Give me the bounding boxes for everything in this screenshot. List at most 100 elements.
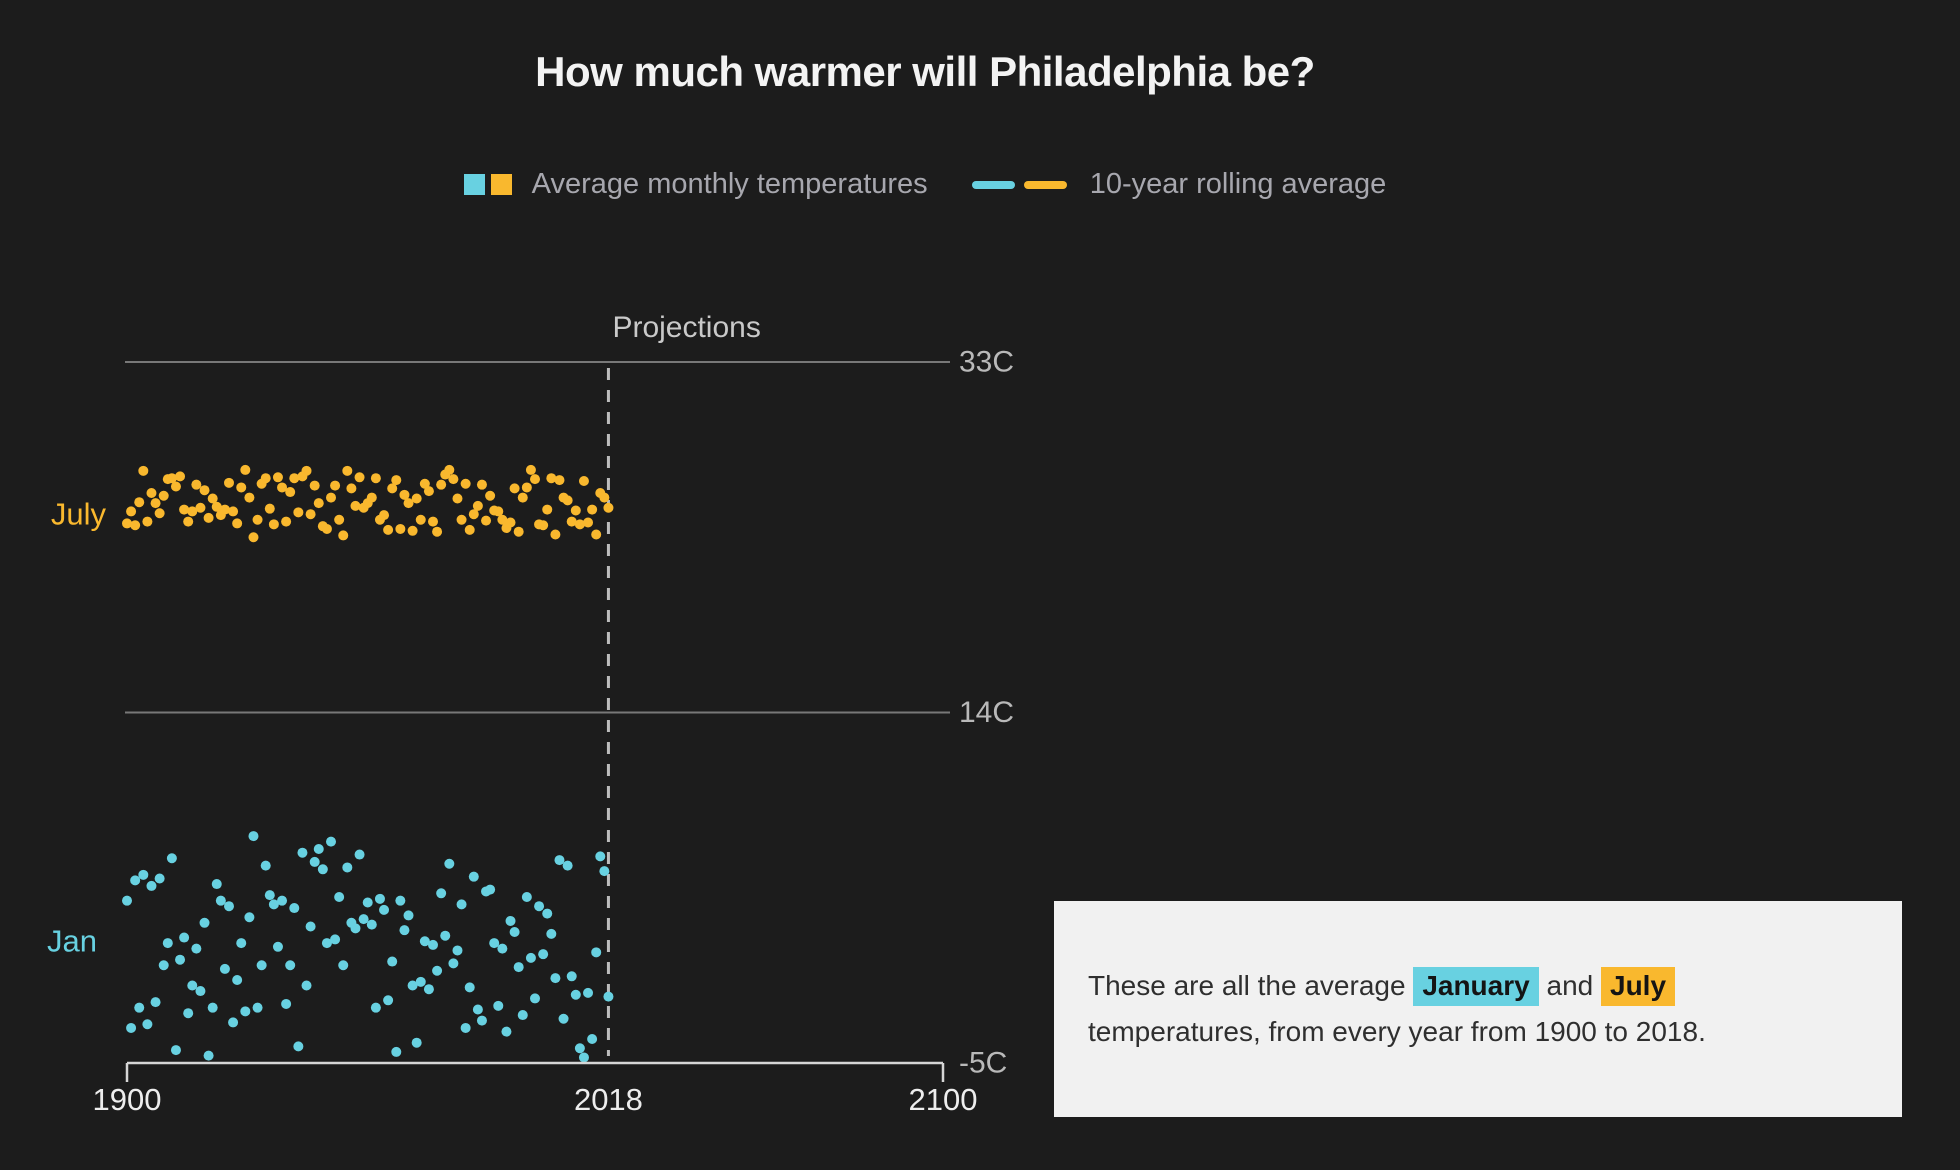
july-point — [428, 516, 438, 527]
jan-point — [224, 901, 234, 912]
july-point — [183, 516, 194, 527]
jan-point — [595, 851, 606, 862]
july-square-swatch-icon — [490, 174, 512, 195]
july-point — [321, 523, 332, 534]
jan-point — [277, 895, 288, 906]
jan-point — [211, 879, 222, 890]
july-series-label: July — [51, 497, 107, 532]
jan-point — [195, 986, 206, 997]
july-point — [423, 486, 434, 497]
jan-point — [272, 941, 283, 952]
july-point — [395, 523, 406, 534]
note-text: These are all the average January and Ju… — [1088, 963, 1706, 1055]
jan-point — [301, 980, 312, 991]
jan-point — [362, 897, 373, 908]
note-text-segment: temperatures, from every year from 1900 … — [1088, 1016, 1706, 1047]
july-point — [252, 514, 263, 525]
july-point — [350, 500, 361, 511]
jan-point — [485, 884, 496, 895]
jan-point — [546, 928, 557, 939]
jan-point — [138, 869, 149, 880]
july-point — [485, 490, 496, 501]
july-point — [122, 518, 132, 529]
july-point — [301, 465, 312, 476]
july-point — [150, 498, 161, 509]
note-highlight-jan: January — [1413, 967, 1539, 1006]
jan-point — [603, 991, 614, 1002]
jan-point — [452, 945, 463, 956]
jan-square-swatch-icon — [463, 174, 485, 195]
jan-point — [456, 899, 467, 910]
y-axis-label-14c: 14C — [959, 696, 1014, 729]
jan-point — [232, 974, 243, 985]
jan-line-swatch-icon — [971, 180, 1015, 189]
july-point — [354, 472, 365, 483]
jan-point — [530, 993, 540, 1004]
jan-point — [162, 938, 173, 949]
july-point — [244, 492, 255, 503]
note-highlight-july: July — [1601, 967, 1676, 1006]
jan-point — [419, 936, 430, 947]
july-point — [570, 505, 581, 516]
jan-point — [574, 1043, 585, 1054]
note-card: These are all the average January and Ju… — [1054, 901, 1902, 1117]
july-point — [497, 514, 508, 525]
projections-label: Projections — [612, 311, 760, 344]
jan-point — [383, 995, 394, 1006]
july-point — [444, 464, 455, 475]
jan-point — [122, 895, 132, 906]
july-point — [391, 475, 402, 486]
jan-point — [256, 960, 267, 971]
jan-point — [260, 860, 271, 871]
jan-point — [252, 1002, 263, 1013]
jan-point — [468, 871, 479, 882]
july-point — [464, 524, 475, 535]
july-point — [517, 492, 528, 503]
jan-point — [199, 917, 210, 928]
jan-point — [440, 930, 451, 941]
jan-point — [297, 847, 308, 858]
july-point — [236, 482, 247, 493]
jan-point — [321, 938, 332, 949]
jan-point — [228, 1017, 239, 1028]
july-point — [530, 474, 540, 485]
july-point — [260, 473, 271, 484]
jan-point — [550, 973, 561, 984]
july-point — [525, 464, 536, 475]
jan-point — [281, 998, 292, 1009]
jan-point — [391, 1046, 402, 1057]
july-line-swatch-icon — [1023, 180, 1067, 189]
jan-point — [448, 958, 459, 969]
july-point — [277, 482, 288, 493]
july-point — [493, 506, 504, 517]
jan-point — [203, 1050, 214, 1061]
july-point — [550, 529, 561, 540]
july-point — [476, 479, 487, 490]
y-axis-label-33c: 33C — [959, 346, 1014, 379]
july-point — [211, 501, 222, 512]
july-point — [542, 504, 553, 515]
jan-point — [460, 1022, 471, 1033]
jan-point — [285, 960, 296, 971]
july-point — [574, 519, 585, 530]
jan-point — [142, 1019, 153, 1030]
jan-point — [599, 866, 610, 877]
july-point — [562, 495, 573, 506]
jan-point — [570, 989, 581, 1000]
jan-point — [493, 1000, 504, 1011]
july-point — [399, 489, 410, 500]
jan-point — [525, 952, 536, 963]
note-text-segment: and — [1538, 970, 1601, 1001]
legend-item-rolling-average: 10-year rolling average — [971, 168, 1386, 201]
july-point — [154, 508, 165, 519]
jan-point — [215, 895, 226, 906]
july-point — [346, 483, 357, 494]
jan-point — [366, 919, 377, 930]
jan-series-label: Jan — [47, 924, 97, 959]
july-point — [370, 473, 381, 484]
jan-point — [126, 1022, 137, 1033]
jan-point — [521, 891, 532, 902]
jan-point — [591, 947, 602, 958]
july-point — [456, 514, 467, 525]
